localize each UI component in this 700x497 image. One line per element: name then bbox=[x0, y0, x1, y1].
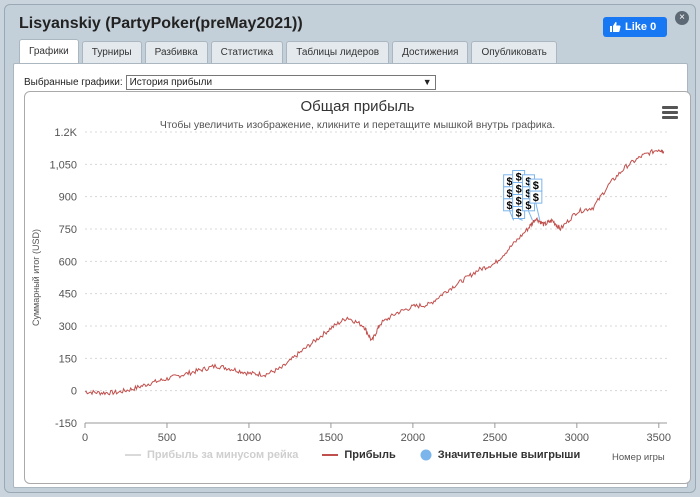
chart-title: Общая прибыль bbox=[300, 98, 415, 115]
legend-item-rake[interactable]: Прибыль за минусом рейка bbox=[125, 449, 298, 461]
big-win-dollar-icon: $ bbox=[516, 208, 522, 220]
big-win-pointer bbox=[528, 210, 533, 221]
x-tick-label: 3000 bbox=[565, 432, 589, 444]
big-win-pointer bbox=[535, 203, 541, 221]
y-tick-label: 900 bbox=[59, 192, 77, 204]
chart-selector-label: Выбранные графики: bbox=[24, 77, 123, 88]
tab-leaderboards[interactable]: Таблицы лидеров bbox=[286, 41, 390, 63]
y-tick-label: 0 bbox=[71, 386, 77, 398]
x-tick-label: 1500 bbox=[319, 432, 343, 444]
x-tick-label: 2000 bbox=[401, 432, 425, 444]
profit-series-line bbox=[84, 148, 665, 396]
big-win-dollar-icon: $ bbox=[525, 176, 531, 188]
tab-statistics[interactable]: Статистика bbox=[210, 41, 284, 63]
y-tick-label: -150 bbox=[55, 418, 77, 430]
x-tick-label: 3500 bbox=[647, 432, 671, 444]
big-win-dollar-icon: $ bbox=[516, 196, 522, 208]
x-axis-title: Номер игры bbox=[612, 452, 665, 463]
profit-chart[interactable]: Общая прибыль Чтобы увеличить изображени… bbox=[24, 91, 691, 484]
tab-tournaments[interactable]: Турниры bbox=[81, 41, 142, 63]
chart-plot[interactable]: -150 0 150 300 450 600 750 900 1,050 1.2K 0 500 1000… bbox=[25, 92, 690, 483]
y-tick-label: 750 bbox=[59, 224, 77, 236]
x-tick-label: 500 bbox=[158, 432, 176, 444]
legend-dot-icon bbox=[420, 449, 432, 461]
x-tick-label: 2500 bbox=[483, 432, 507, 444]
tab-charts[interactable]: Графики bbox=[19, 39, 79, 63]
x-tick-label: 1000 bbox=[237, 432, 261, 444]
tab-bar: Графики Турниры Разбивка Статистика Табл… bbox=[19, 39, 557, 63]
y-tick-label: 450 bbox=[59, 289, 77, 301]
tab-breakdown[interactable]: Разбивка bbox=[144, 41, 208, 63]
facebook-like-button[interactable]: Like 0 bbox=[603, 17, 667, 37]
legend-label-rake: Прибыль за минусом рейка bbox=[147, 449, 299, 461]
chart-subtitle: Чтобы увеличить изображение, кликните и … bbox=[159, 119, 556, 131]
legend-line-rake-icon bbox=[125, 454, 141, 456]
legend-label-big-wins: Значительные выигрыши bbox=[437, 449, 581, 461]
big-win-pointer bbox=[518, 218, 523, 221]
big-win-dollar-icon: $ bbox=[507, 176, 513, 188]
chart-menu-icon[interactable] bbox=[662, 106, 678, 119]
big-win-dollar-icon: $ bbox=[533, 192, 539, 204]
window-title: Lisyanskiy (PartyPoker(preMay2021)) bbox=[19, 15, 303, 32]
big-win-dollar-icon: $ bbox=[525, 200, 531, 212]
tracker-window: Lisyanskiy (PartyPoker(preMay2021)) × Li… bbox=[4, 4, 696, 493]
y-tick-label: 1,050 bbox=[49, 159, 77, 171]
x-tick-label: 0 bbox=[82, 432, 88, 444]
charts-panel: Выбранные графики: История прибыли ▼ Общ… bbox=[13, 63, 691, 488]
chart-selector-value: История прибыли bbox=[129, 77, 213, 88]
y-tick-label: 1.2K bbox=[54, 127, 77, 139]
big-win-dollar-icon: $ bbox=[525, 188, 531, 200]
y-tick-label: 600 bbox=[59, 256, 77, 268]
legend-item-big-wins[interactable]: Значительные выигрыши bbox=[420, 449, 581, 461]
big-win-dollar-icon: $ bbox=[516, 172, 522, 184]
chart-selector-row: Выбранные графики: История прибыли ▼ bbox=[24, 75, 436, 90]
tab-publish[interactable]: Опубликовать bbox=[471, 41, 557, 63]
y-tick-label: 150 bbox=[59, 353, 77, 365]
chart-selector-dropdown[interactable]: История прибыли ▼ bbox=[125, 75, 436, 90]
legend-label-profit: Прибыль bbox=[344, 449, 396, 461]
big-win-dollar-icon: $ bbox=[507, 200, 513, 212]
chevron-down-icon: ▼ bbox=[422, 77, 432, 87]
legend-line-profit-icon bbox=[322, 454, 339, 456]
big-win-dollar-icon: $ bbox=[516, 184, 522, 196]
chart-legend: Прибыль за минусом рейка Прибыль Значите… bbox=[125, 449, 580, 461]
like-label: Like 0 bbox=[625, 21, 657, 33]
thumbs-up-icon bbox=[610, 22, 621, 32]
big-win-dollar-icon: $ bbox=[507, 188, 513, 200]
big-win-dollar-icon: $ bbox=[533, 180, 539, 192]
tab-achievements[interactable]: Достижения bbox=[392, 41, 469, 63]
y-tick-label: 300 bbox=[59, 321, 77, 333]
close-button[interactable]: × bbox=[675, 11, 689, 25]
legend-item-profit[interactable]: Прибыль bbox=[322, 449, 396, 461]
y-axis-title: Суммарный итог (USD) bbox=[31, 229, 41, 326]
